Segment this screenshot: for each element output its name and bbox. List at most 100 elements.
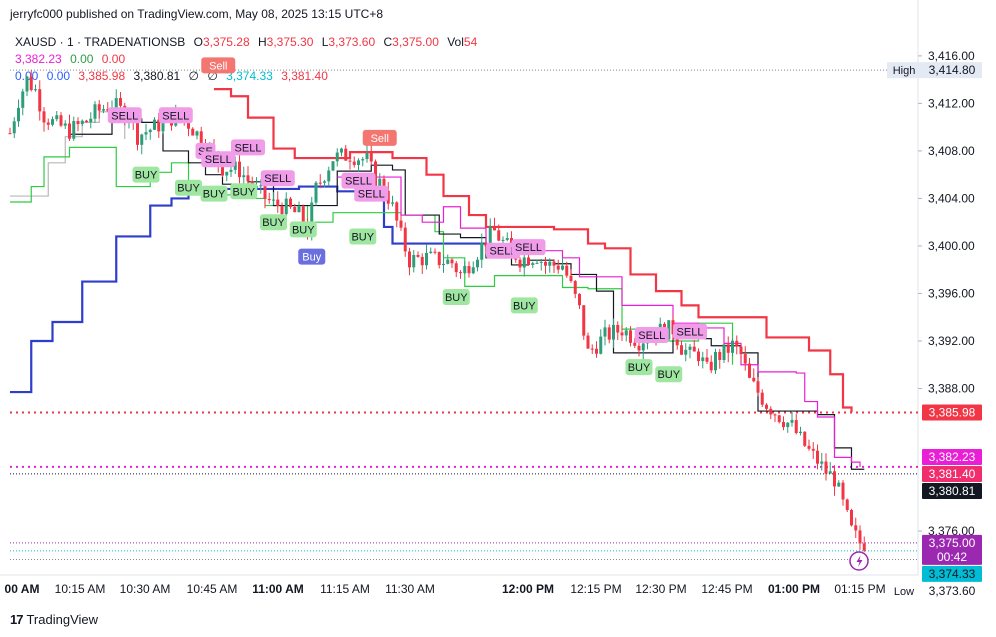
candle-body <box>463 266 467 274</box>
candle-body <box>187 122 190 129</box>
candle-body <box>748 363 751 378</box>
signal-badge <box>231 139 265 156</box>
candle-body <box>820 461 824 464</box>
candle-body <box>191 128 195 136</box>
candle-body <box>314 182 318 203</box>
candle-body <box>471 267 475 274</box>
candle-body <box>459 272 462 274</box>
time-tick-label: 01:15 PM <box>834 582 885 596</box>
candle-body <box>425 253 428 266</box>
price-label-value: 3,380.81 <box>929 484 976 498</box>
candle-body <box>374 161 377 188</box>
chart-gridlines <box>0 0 919 576</box>
signal-badge <box>354 185 389 202</box>
candle-body <box>828 471 832 474</box>
candle-body <box>331 161 335 171</box>
signal-badge <box>107 107 142 124</box>
candle-body <box>565 265 569 276</box>
chart-legend: XAUSD · 1 · TRADENATIONSB O3,375.28 H3,3… <box>15 34 482 85</box>
price-tick-label: 3,396.00 <box>928 286 975 300</box>
candle-body <box>484 242 488 247</box>
candle-body <box>612 324 615 340</box>
indicator-1-value-1: 3,382.23 <box>15 52 62 66</box>
candle-body <box>89 118 93 123</box>
candle-body <box>301 206 305 226</box>
time-tick-label: 11:00 AM <box>252 582 304 596</box>
candle-body <box>578 293 581 306</box>
candle-body <box>259 185 263 187</box>
signal-label: SELL <box>205 154 232 166</box>
price-label-countdown: 00:42 <box>937 550 967 564</box>
candle-body <box>752 377 756 382</box>
candle-body <box>395 202 399 221</box>
time-tick-label: 11:30 AM <box>385 582 435 596</box>
replay-button[interactable] <box>849 551 869 571</box>
lightning-icon[interactable] <box>856 555 863 568</box>
indicator-1-value-3: 0.00 <box>101 52 126 66</box>
price-tag-label: High <box>893 65 916 77</box>
candle-body <box>777 415 781 422</box>
signal-badge <box>175 179 202 196</box>
signal-badge <box>341 172 376 189</box>
candle-body <box>59 115 63 126</box>
signal-label: BUY <box>177 183 200 195</box>
candle-body <box>267 198 271 201</box>
candle-body <box>607 327 611 340</box>
price-tick-label: 3,388.00 <box>928 381 975 395</box>
candle-body <box>790 420 794 423</box>
signal-label: Buy <box>302 252 321 264</box>
candle-body <box>552 261 556 266</box>
candle-body <box>221 164 224 176</box>
candle-body <box>467 266 471 274</box>
price-label-box <box>922 534 982 565</box>
candle-body <box>497 230 501 241</box>
candle-body <box>229 169 233 172</box>
candle-body <box>357 160 360 165</box>
signal-label: SELL <box>345 176 372 188</box>
time-tick-label: 12:30 PM <box>635 582 686 596</box>
legend-symbol[interactable]: XAUSD · 1 · TRADENATIONSB <box>15 35 186 49</box>
candle-body <box>824 461 828 474</box>
legend-high: H3,375.30 <box>258 35 313 49</box>
candle-body <box>161 119 165 132</box>
signal-badge <box>442 289 470 306</box>
candle-body <box>318 182 322 184</box>
legend-row-ohlc: XAUSD · 1 · TRADENATIONSB O3,375.28 H3,3… <box>15 34 482 51</box>
volume-label: Vol <box>447 35 464 49</box>
price-label-value: 3,381.40 <box>929 467 976 481</box>
candle-body <box>531 263 535 266</box>
candle-body <box>72 121 76 139</box>
signal-label: SELL <box>162 110 189 122</box>
candle-body <box>595 348 598 354</box>
candle-body <box>238 161 241 178</box>
candle-body <box>701 357 705 362</box>
tradingview-logo[interactable]: 17 TradingView <box>10 612 98 627</box>
signal-label: Sell <box>371 133 389 145</box>
price-tick-label: 3,408.00 <box>928 144 975 158</box>
price-tick-label: 3,376.00 <box>928 524 975 538</box>
candle-body <box>378 178 382 188</box>
signal-badge <box>132 166 160 183</box>
candle-body <box>709 361 713 371</box>
candle-body <box>816 450 819 464</box>
candle-body <box>858 530 862 544</box>
tradingview-logo-text: TradingView <box>26 612 99 627</box>
low-label: L <box>321 35 329 49</box>
candle-body <box>21 91 25 108</box>
indicator-1-value-2: 0.00 <box>70 52 94 66</box>
volume-value: 54 <box>463 35 478 49</box>
candle-body <box>51 119 54 125</box>
legend-low: L3,373.60 <box>322 35 375 49</box>
time-tick-label: 10:30 AM <box>120 582 171 596</box>
candle-body <box>323 181 326 183</box>
price-tag-box <box>887 582 922 599</box>
candle-body <box>246 175 250 182</box>
open-label: O <box>193 35 203 49</box>
candle-body <box>603 327 607 337</box>
candle-body <box>527 257 530 266</box>
candle-body <box>344 148 348 161</box>
candle-body <box>548 261 552 266</box>
candle-body <box>841 482 845 500</box>
price-label-box <box>922 404 982 421</box>
